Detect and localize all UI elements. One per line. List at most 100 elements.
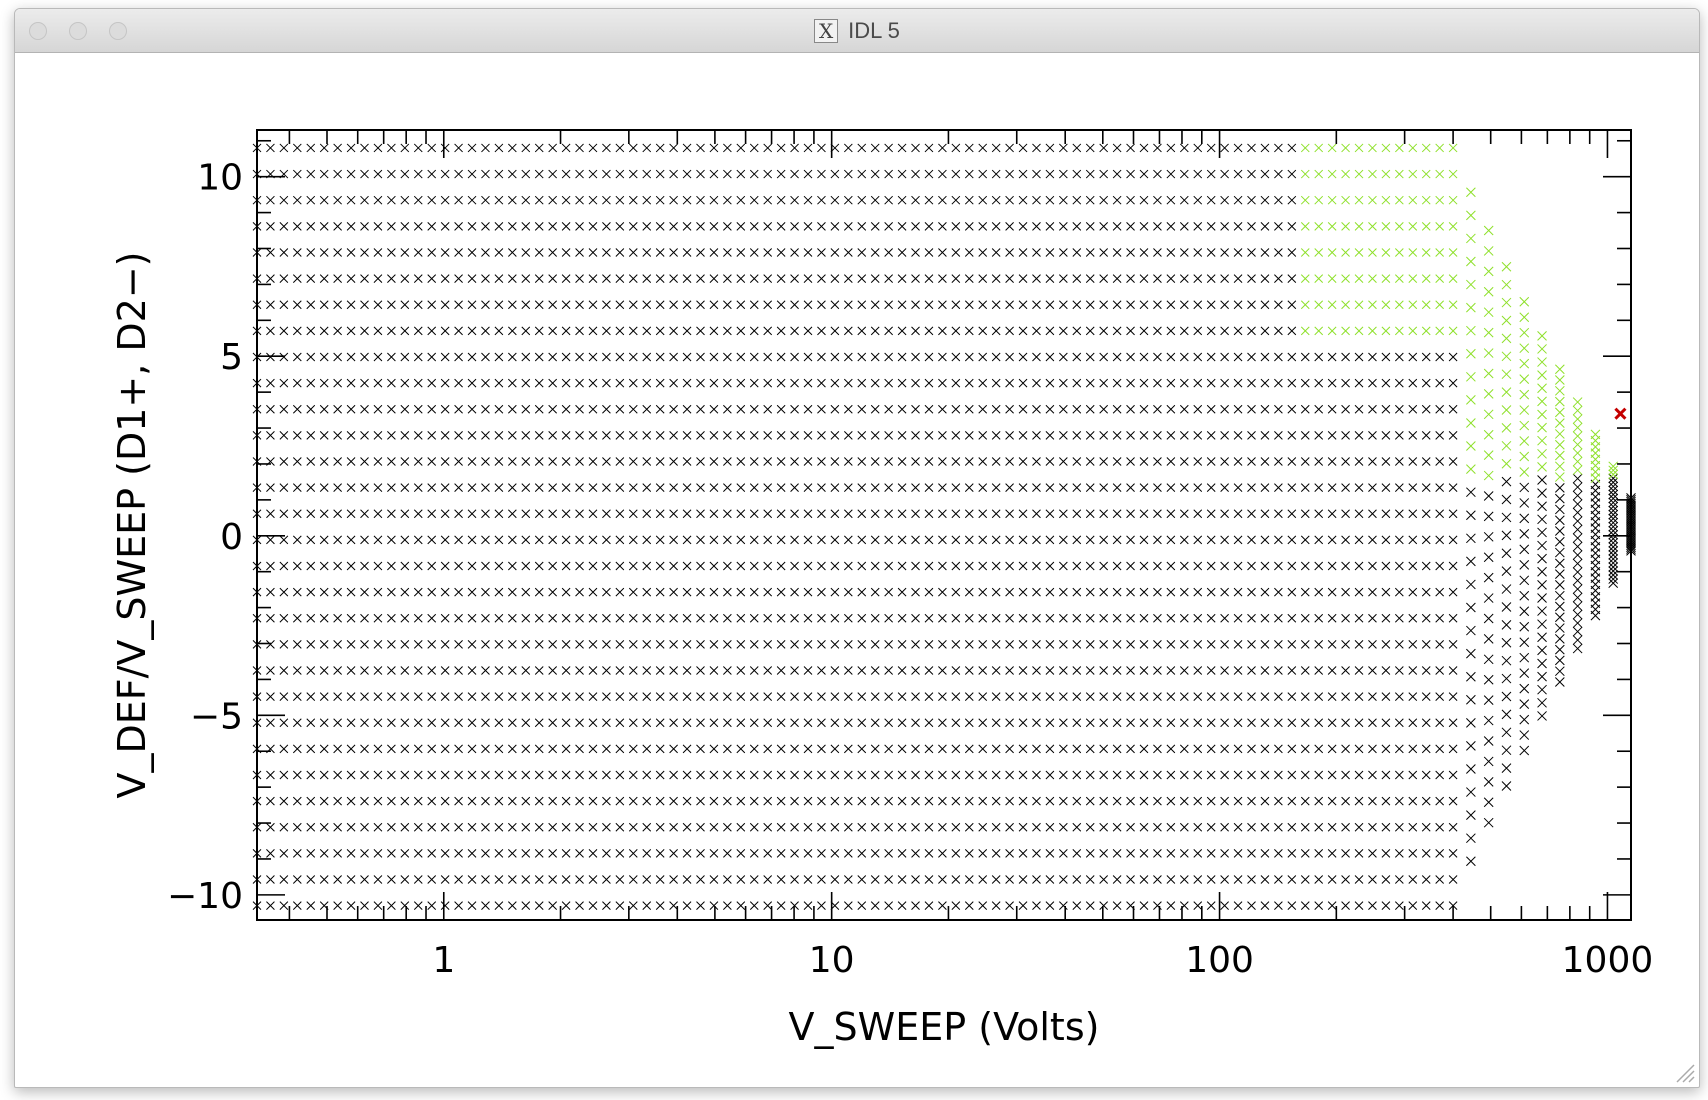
data-point	[1554, 364, 1565, 375]
data-point	[427, 692, 437, 701]
data-point	[602, 718, 611, 728]
data-point	[749, 875, 759, 884]
data-point	[736, 535, 746, 545]
data-point	[1274, 744, 1283, 754]
data-point	[1537, 619, 1547, 630]
data-point	[1193, 666, 1203, 675]
data-point	[1153, 274, 1162, 283]
data-point	[360, 509, 369, 519]
data-point	[534, 430, 544, 440]
data-point	[1206, 404, 1216, 414]
zoom-button[interactable]	[109, 22, 127, 40]
data-point	[400, 561, 410, 571]
data-point	[1448, 143, 1458, 153]
data-point	[602, 613, 611, 623]
data-point	[1300, 143, 1310, 153]
data-point	[1421, 692, 1431, 701]
data-point	[843, 248, 853, 257]
data-point	[1153, 875, 1162, 884]
data-point	[548, 561, 558, 571]
data-point	[454, 404, 463, 414]
data-point	[1045, 248, 1055, 257]
data-point	[1394, 430, 1404, 440]
data-point	[1483, 450, 1494, 460]
data-point	[387, 457, 396, 466]
data-point	[266, 483, 275, 492]
data-point	[1314, 143, 1324, 153]
data-point	[682, 875, 692, 884]
data-point	[642, 901, 652, 910]
title-bar[interactable]: X IDL 5	[15, 9, 1699, 53]
data-point	[803, 509, 813, 519]
data-point	[951, 849, 961, 858]
data-point	[1260, 770, 1270, 780]
data-point	[1085, 822, 1095, 832]
data-point	[373, 875, 383, 884]
data-point	[749, 796, 759, 806]
data-point	[1005, 274, 1014, 283]
resize-grip-icon[interactable]	[1673, 1061, 1695, 1083]
data-point	[1206, 901, 1216, 910]
x11-icon: X	[814, 18, 839, 43]
data-point	[1421, 718, 1431, 728]
data-point	[1005, 300, 1014, 310]
data-point	[1435, 300, 1445, 310]
close-button[interactable]	[29, 22, 47, 40]
data-point	[1519, 575, 1530, 586]
data-point	[817, 143, 826, 153]
data-point	[413, 143, 423, 153]
data-point	[481, 509, 490, 519]
data-point	[1059, 613, 1068, 623]
data-point	[1368, 430, 1377, 440]
data-point	[1005, 509, 1014, 519]
data-point	[1448, 195, 1458, 205]
data-point	[292, 640, 302, 649]
data-point	[1287, 248, 1297, 257]
data-point	[602, 561, 611, 571]
data-point	[696, 352, 705, 362]
data-point	[1314, 221, 1324, 231]
data-point	[924, 221, 934, 231]
data-point	[843, 509, 853, 519]
data-point	[1466, 371, 1476, 382]
data-point	[1421, 274, 1431, 283]
data-point	[628, 195, 638, 205]
data-point	[1314, 300, 1324, 310]
data-point	[602, 404, 611, 414]
data-point	[467, 143, 477, 153]
data-point	[575, 822, 584, 832]
data-point	[548, 509, 558, 519]
data-point	[1501, 405, 1512, 415]
data-point	[534, 666, 544, 675]
data-point	[1341, 195, 1350, 205]
data-point	[857, 770, 867, 780]
data-point	[1032, 404, 1041, 414]
data-point	[817, 875, 826, 884]
data-point	[1435, 404, 1445, 414]
data-point	[602, 143, 611, 153]
data-point	[884, 326, 893, 336]
data-point	[1483, 797, 1494, 808]
data-point	[1501, 763, 1512, 773]
data-point	[413, 666, 423, 675]
data-point	[857, 457, 867, 466]
data-point	[1126, 692, 1135, 701]
data-point	[346, 274, 356, 283]
data-point	[991, 143, 1001, 153]
minimize-button[interactable]	[69, 22, 87, 40]
data-point	[1099, 875, 1109, 884]
data-point	[628, 483, 638, 492]
data-point	[790, 378, 799, 388]
data-point	[1394, 457, 1404, 466]
data-point	[857, 248, 867, 257]
data-point	[534, 352, 544, 362]
data-point	[1045, 457, 1055, 466]
data-point	[1554, 612, 1565, 623]
data-point	[602, 666, 611, 675]
data-point	[360, 248, 369, 257]
data-point	[1368, 718, 1377, 728]
data-point	[884, 613, 893, 623]
data-point	[1099, 326, 1109, 336]
data-point	[1220, 822, 1229, 832]
data-point	[507, 901, 517, 910]
